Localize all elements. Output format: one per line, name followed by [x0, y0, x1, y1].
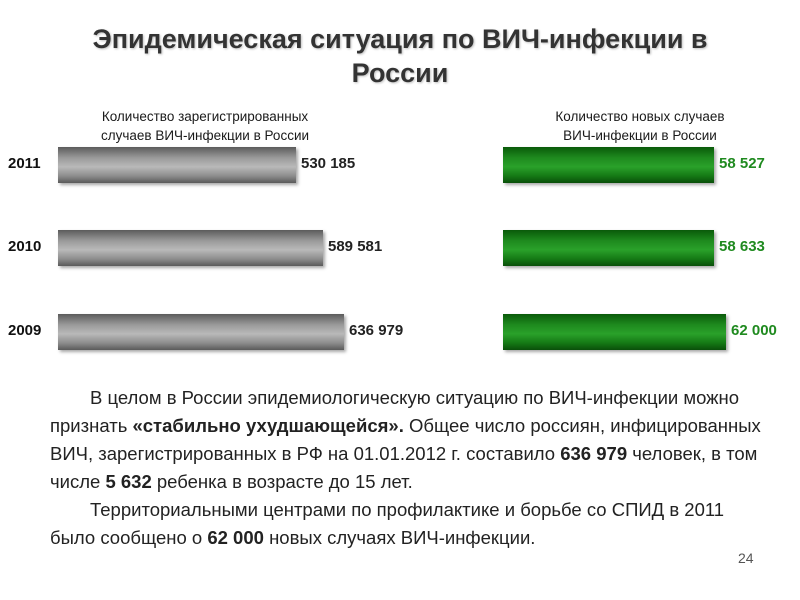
- year-label-2009: 2009: [8, 322, 42, 339]
- p2-text-c: новых случаях ВИЧ-инфекции.: [263, 527, 536, 548]
- right-chart-header: Количество новых случаев ВИЧ-инфекции в …: [495, 107, 785, 145]
- body-text: В целом в России эпидемиологическую ситу…: [50, 384, 770, 552]
- value-label-series1-2010: 589 581: [328, 238, 383, 255]
- right-header-line-1: Количество новых случаев: [555, 109, 725, 124]
- value-label-series2-2010: 58 633: [719, 238, 765, 255]
- value-label-series1-2009: 636 979: [349, 322, 404, 339]
- bar-series2-2011: [503, 147, 714, 183]
- p1-emphasis-stable: «стабильно ухудшающейся».: [132, 415, 404, 436]
- p2-new-cases-count: 62 000: [207, 527, 264, 548]
- left-chart-header: Количество зарегистрированных случаев ВИ…: [55, 107, 355, 145]
- p1-total-count: 636 979: [560, 443, 628, 464]
- bar-series2-2010: [503, 230, 714, 266]
- slide-title: Эпидемическая ситуация по ВИЧ-инфекции в…: [92, 24, 708, 88]
- p1-text-a: В целом в России эпидемиологическую ситу…: [50, 387, 740, 436]
- value-label-series2-2009: 62 000: [731, 322, 777, 339]
- left-header-line-1: Количество зарегистрированных: [101, 109, 309, 124]
- p2-text-a: Территориальными центрами по профилактик…: [50, 499, 725, 548]
- page-number: 24: [738, 550, 754, 566]
- bar-series1-2011: [58, 147, 296, 183]
- year-label-2011: 2011: [8, 155, 41, 172]
- value-label-series2-2011: 58 527: [719, 155, 765, 172]
- bar-series1-2009: [58, 314, 344, 350]
- left-header-line-2: случаев ВИЧ-инфекции в России: [100, 128, 310, 143]
- p1-text-g: ребенка в возрасте до 15 лет.: [151, 471, 413, 492]
- value-label-series1-2011: 530 185: [301, 155, 356, 172]
- year-label-2010: 2010: [8, 238, 42, 255]
- right-header-line-2: ВИЧ-инфекции в России: [563, 128, 717, 143]
- p1-children-count: 5 632: [105, 471, 152, 492]
- paragraph-1: В целом в России эпидемиологическую ситу…: [50, 384, 770, 496]
- bar-series2-2009: [503, 314, 726, 350]
- p1-text-e: человек, в том числе: [50, 443, 758, 492]
- paragraph-2: Территориальными центрами по профилактик…: [50, 496, 770, 552]
- p1-text-c: Общее число россиян, инфицированных ВИЧ,…: [50, 415, 761, 464]
- bar-series1-2010: [58, 230, 323, 266]
